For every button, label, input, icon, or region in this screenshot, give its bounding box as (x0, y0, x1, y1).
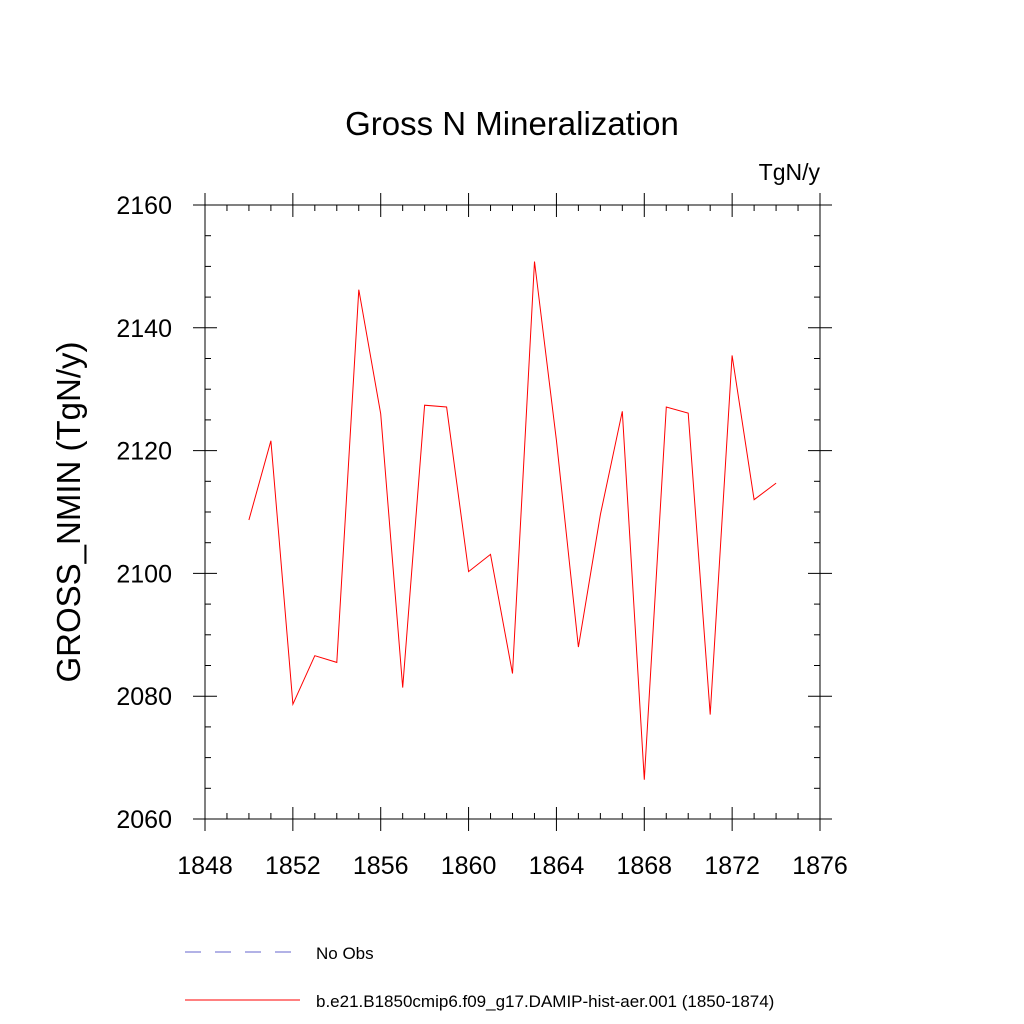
x-tick-label: 1876 (792, 852, 848, 880)
y-tick-label: 2060 (116, 806, 172, 834)
series-line (248, 261, 777, 780)
legend-label: No Obs (316, 944, 374, 963)
units-label: TgN/y (759, 159, 821, 185)
chart-title: Gross N Mineralization (345, 105, 679, 142)
series-layer (248, 261, 777, 780)
x-tick-label: 1856 (353, 852, 409, 880)
x-tick-label: 1868 (616, 852, 672, 880)
y-tick-label: 2160 (116, 192, 172, 220)
axis-ticks (193, 193, 832, 831)
x-tick-label: 1860 (441, 852, 497, 880)
y-tick-label: 2080 (116, 683, 172, 711)
x-tick-label: 1852 (265, 852, 321, 880)
legend: No Obs b.e21.B1850cmip6.f09_g17.DAMIP-his… (185, 944, 774, 1011)
plot-area-frame (204, 204, 821, 820)
legend-label: b.e21.B1850cmip6.f09_g17.DAMIP-hist-aer.… (316, 992, 774, 1011)
y-tick-label: 2140 (116, 315, 172, 343)
axis-tick-labels: 1848 1852 1856 1860 1864 1868 1872 1876 2060 2080… (116, 192, 847, 880)
y-tick-label: 2120 (116, 438, 172, 466)
x-tick-label: 1872 (704, 852, 760, 880)
x-tick-label: 1848 (177, 852, 233, 880)
y-axis-label: GROSS_NMIN (TgN/y) (50, 341, 87, 682)
y-tick-label: 2100 (116, 560, 172, 588)
x-tick-label: 1864 (529, 852, 585, 880)
